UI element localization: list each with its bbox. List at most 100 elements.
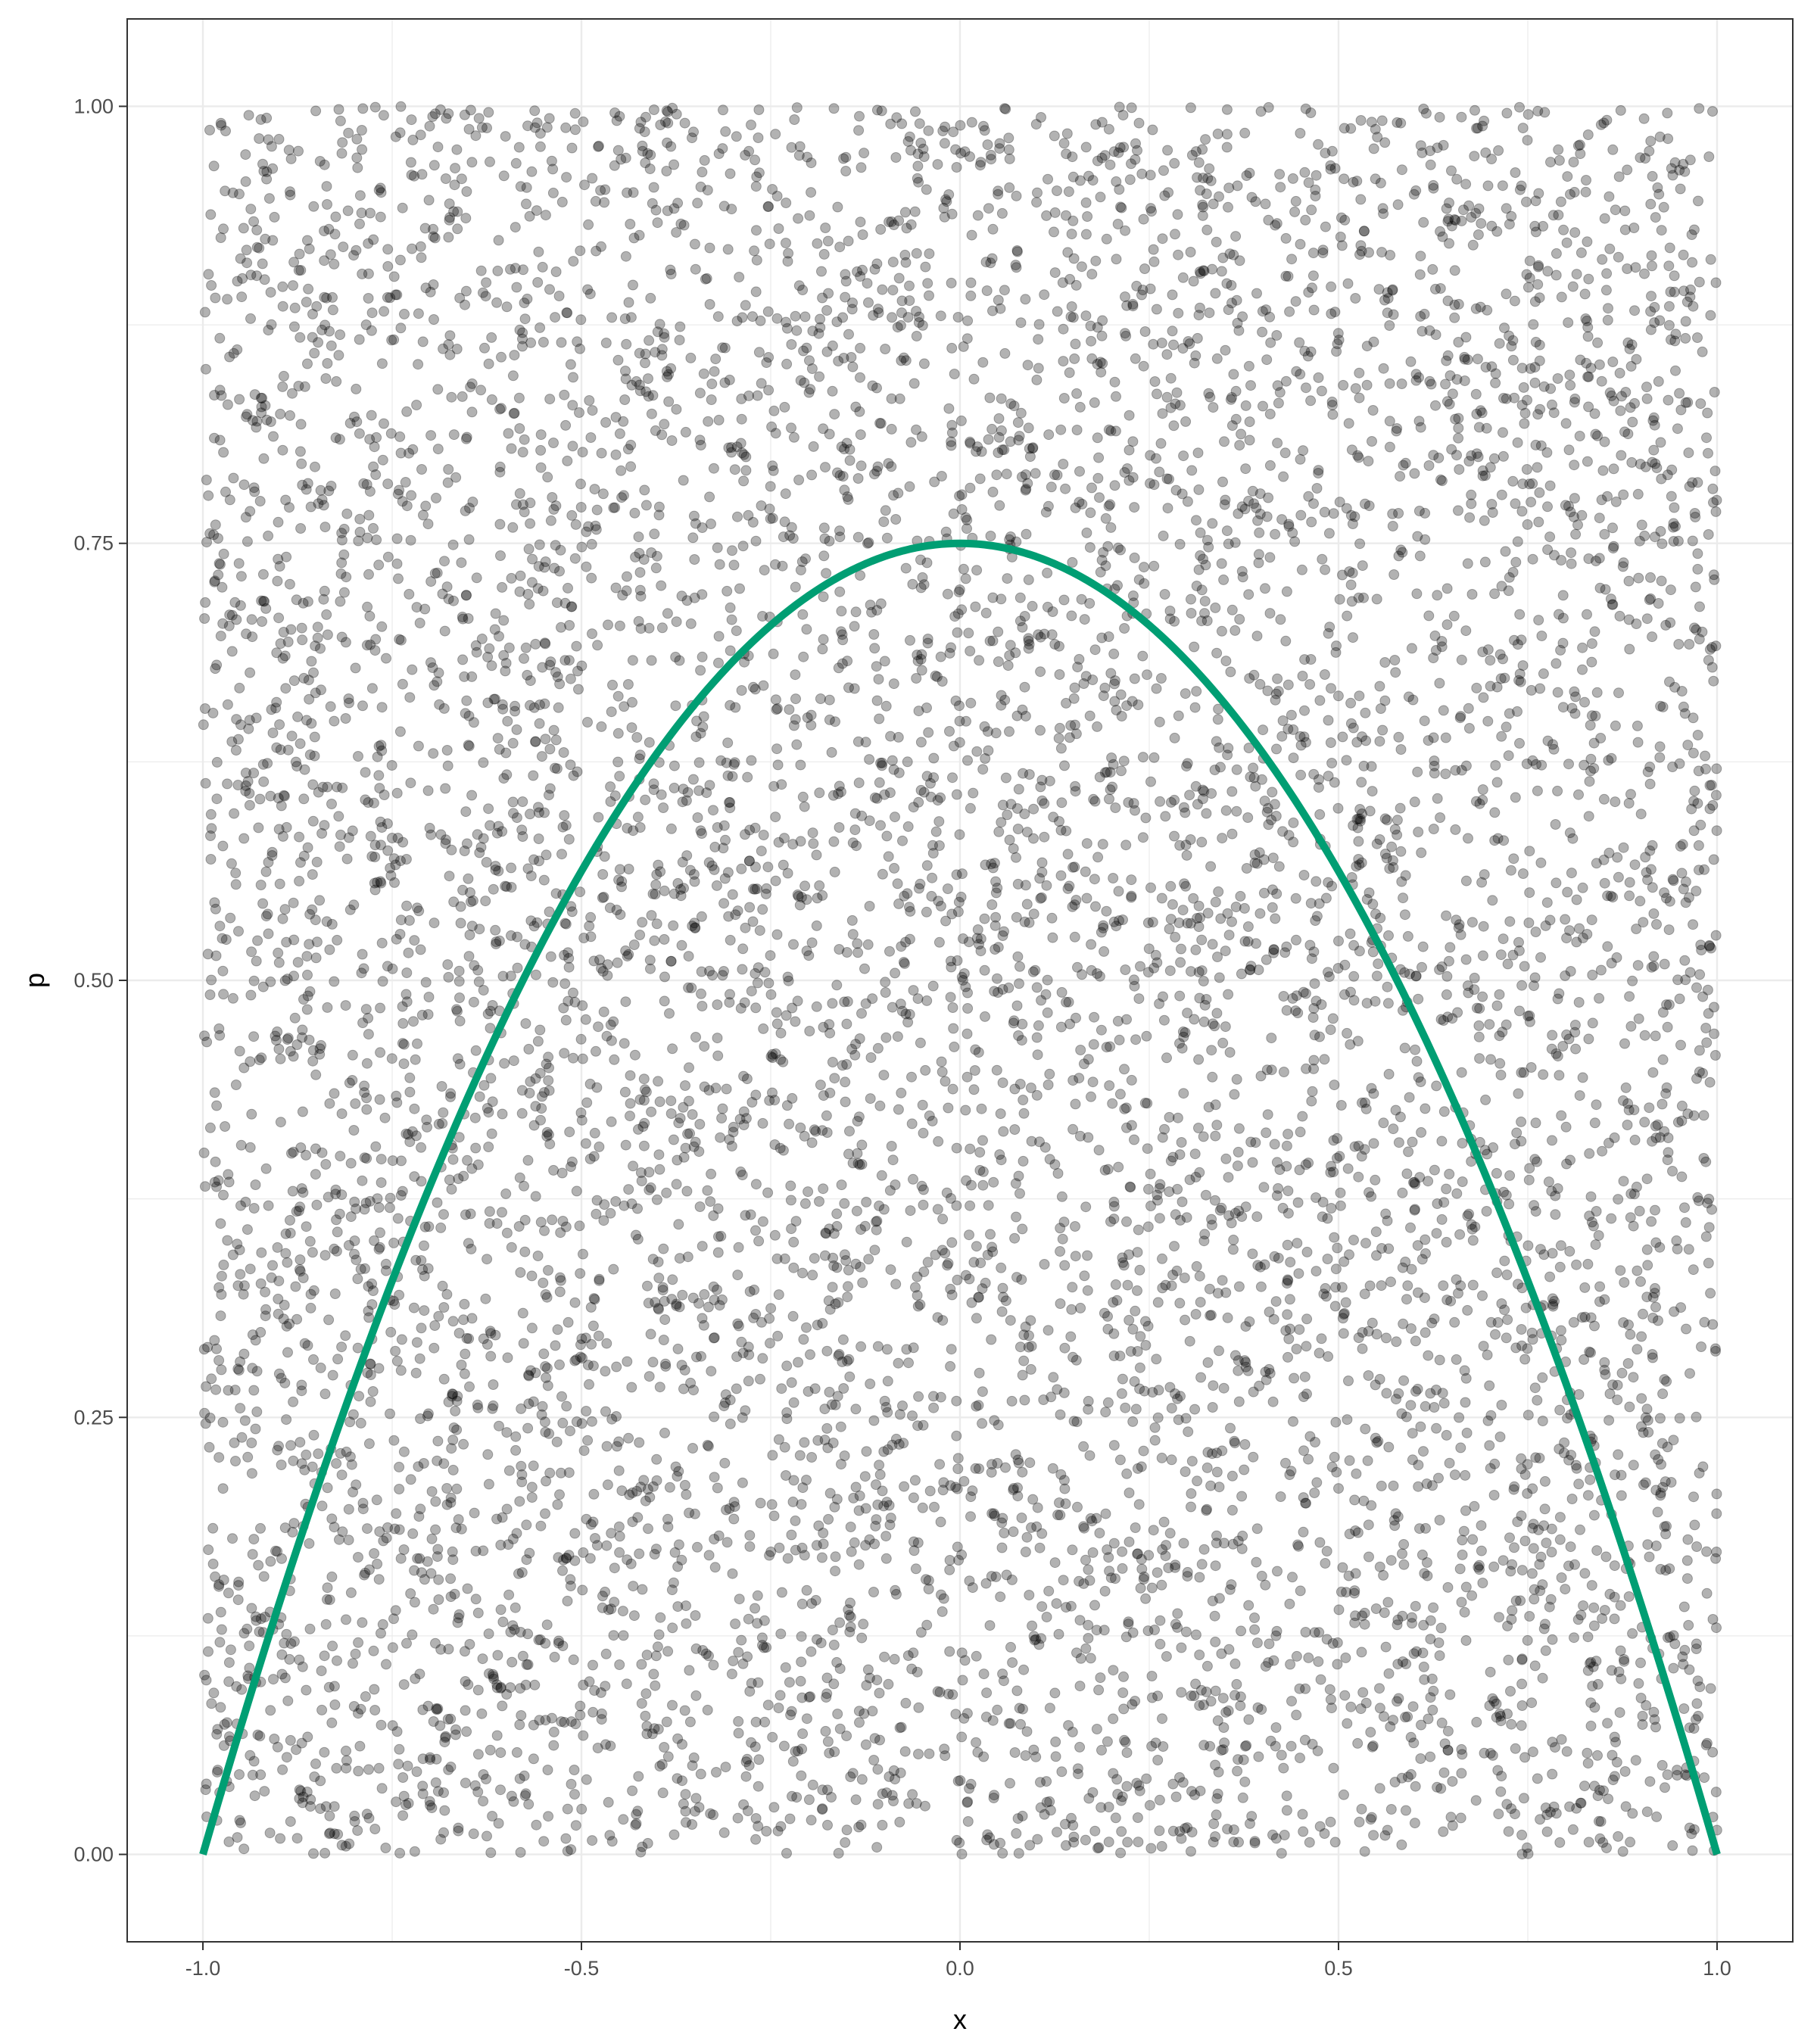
- scatter-point: [773, 1289, 784, 1301]
- scatter-point: [1043, 1585, 1055, 1597]
- scatter-point: [1306, 516, 1317, 528]
- scatter-point: [1602, 941, 1613, 952]
- scatter-point: [639, 485, 650, 496]
- scatter-point: [984, 1620, 996, 1631]
- scatter-point: [830, 1551, 841, 1563]
- scatter-point: [1251, 1556, 1262, 1568]
- scatter-point: [1114, 1034, 1125, 1045]
- scatter-point: [574, 1220, 585, 1232]
- scatter-point: [988, 1176, 999, 1188]
- scatter-point: [706, 1168, 717, 1179]
- scatter-point: [463, 534, 475, 545]
- scatter-point: [979, 125, 990, 136]
- scatter-point: [986, 1242, 998, 1253]
- scatter-point: [1694, 601, 1705, 612]
- scatter-point: [245, 313, 256, 324]
- scatter-point: [322, 358, 333, 369]
- scatter-point: [1035, 724, 1046, 736]
- scatter-point: [281, 551, 292, 562]
- scatter-point: [954, 829, 965, 840]
- scatter-point: [1013, 784, 1024, 795]
- scatter-point: [1024, 769, 1035, 780]
- scatter-point: [1152, 388, 1162, 400]
- scatter-point: [1010, 260, 1021, 271]
- scatter-point: [1355, 1703, 1367, 1715]
- scatter-point: [1278, 471, 1289, 482]
- scatter-point: [304, 1034, 315, 1045]
- scatter-point: [843, 235, 854, 247]
- scatter-point: [487, 1000, 498, 1011]
- scatter-point: [277, 830, 288, 842]
- scatter-point: [1546, 1547, 1557, 1558]
- scatter-point: [1501, 288, 1512, 300]
- scatter-point: [829, 409, 840, 420]
- scatter-point: [1326, 145, 1338, 157]
- scatter-point: [1217, 1693, 1229, 1704]
- scatter-point: [544, 284, 555, 295]
- scatter-point: [272, 575, 283, 587]
- scatter-point: [1154, 1213, 1165, 1224]
- scatter-point: [468, 996, 479, 1008]
- scatter-point: [414, 618, 425, 628]
- scatter-point: [1239, 1464, 1250, 1475]
- scatter-point: [847, 837, 859, 849]
- scatter-point: [319, 1388, 331, 1400]
- scatter-point: [217, 933, 228, 944]
- scatter-point: [511, 282, 522, 293]
- scatter-point: [1580, 313, 1591, 324]
- scatter-point: [311, 856, 323, 868]
- scatter-point: [1287, 527, 1298, 538]
- scatter-point: [294, 1263, 305, 1275]
- scatter-point: [575, 478, 586, 490]
- scatter-point: [296, 458, 307, 469]
- scatter-point: [1329, 307, 1341, 318]
- scatter-point: [1303, 1158, 1314, 1169]
- scatter-point: [1267, 787, 1278, 798]
- scatter-point: [1012, 878, 1024, 890]
- scatter-point: [1515, 676, 1526, 687]
- scatter-point: [1507, 566, 1519, 578]
- scatter-point: [628, 939, 640, 950]
- scatter-point: [533, 802, 544, 813]
- scatter-point: [1691, 982, 1702, 993]
- scatter-point: [1102, 1736, 1113, 1747]
- scatter-point: [1114, 1454, 1126, 1466]
- scatter-point: [1244, 435, 1255, 446]
- scatter-point: [1290, 893, 1301, 904]
- scatter-point: [1543, 1176, 1554, 1188]
- scatter-point: [518, 1338, 529, 1349]
- scatter-point: [411, 1766, 422, 1778]
- scatter-point: [814, 371, 825, 382]
- scatter-point: [587, 1320, 599, 1332]
- scatter-point: [397, 202, 408, 213]
- scatter-point: [1284, 306, 1295, 317]
- scatter-point: [856, 460, 867, 472]
- scatter-point: [584, 921, 595, 932]
- scatter-point: [1513, 1088, 1524, 1099]
- scatter-point: [1521, 269, 1532, 280]
- scatter-point: [460, 806, 472, 818]
- scatter-point: [993, 413, 1005, 424]
- scatter-point: [310, 1169, 321, 1180]
- scatter-point: [1058, 323, 1069, 335]
- scatter-point: [235, 1269, 246, 1280]
- scatter-point: [1018, 1703, 1028, 1715]
- scatter-point: [790, 1544, 801, 1556]
- scatter-point: [361, 1058, 372, 1069]
- scatter-point: [801, 624, 812, 635]
- scatter-point: [273, 1043, 285, 1055]
- scatter-point: [821, 1345, 833, 1357]
- scatter-point: [1252, 515, 1264, 526]
- scatter-point: [440, 783, 451, 794]
- scatter-point: [899, 1746, 911, 1757]
- scatter-point: [734, 583, 745, 594]
- scatter-point: [541, 1619, 553, 1631]
- scatter-point: [750, 1002, 762, 1014]
- scatter-point: [519, 1246, 531, 1257]
- scatter-point: [488, 693, 500, 705]
- scatter-point: [854, 406, 865, 417]
- scatter-point: [929, 1501, 940, 1513]
- scatter-point: [706, 394, 717, 405]
- scatter-point: [947, 1002, 958, 1013]
- scatter-point: [238, 223, 249, 234]
